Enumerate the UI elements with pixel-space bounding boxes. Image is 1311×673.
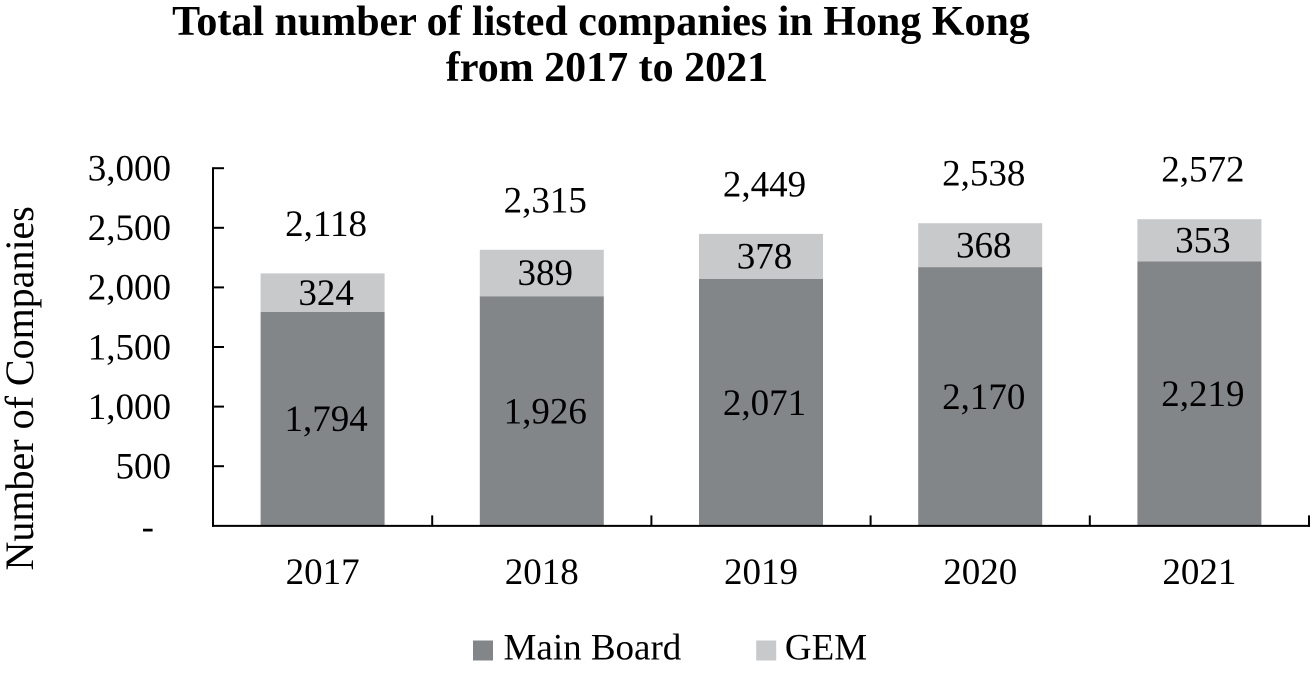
svg-text:2021: 2021 — [1162, 552, 1236, 593]
svg-text:1,794: 1,794 — [284, 399, 367, 440]
svg-text:1,000: 1,000 — [88, 387, 171, 428]
svg-text:2,538: 2,538 — [942, 154, 1025, 195]
svg-text:-: - — [142, 507, 154, 548]
svg-text:1,500: 1,500 — [88, 327, 171, 368]
svg-text:378: 378 — [737, 237, 793, 278]
svg-text:Main Board: Main Board — [504, 628, 682, 669]
svg-text:Total number of listed compani: Total number of listed companies in Hong… — [172, 0, 1030, 45]
svg-text:1,926: 1,926 — [504, 391, 587, 432]
svg-text:from 2017 to 2021: from 2017 to 2021 — [446, 45, 768, 91]
svg-text:353: 353 — [1175, 221, 1231, 262]
svg-text:500: 500 — [116, 447, 172, 488]
svg-text:2020: 2020 — [943, 552, 1017, 593]
svg-text:2,500: 2,500 — [88, 208, 171, 249]
svg-text:3,000: 3,000 — [88, 149, 171, 190]
svg-text:2,449: 2,449 — [723, 164, 806, 205]
svg-text:368: 368 — [956, 225, 1012, 266]
svg-text:2,170: 2,170 — [942, 377, 1025, 418]
svg-text:2017: 2017 — [286, 552, 360, 593]
svg-text:2,118: 2,118 — [285, 204, 367, 245]
svg-text:2018: 2018 — [505, 552, 579, 593]
svg-text:2,315: 2,315 — [504, 180, 587, 221]
svg-text:2019: 2019 — [724, 552, 798, 593]
svg-text:2,071: 2,071 — [723, 383, 806, 424]
svg-text:Number of Companies: Number of Companies — [0, 206, 42, 570]
svg-text:GEM: GEM — [785, 628, 867, 669]
svg-text:2,572: 2,572 — [1161, 150, 1244, 191]
svg-text:324: 324 — [298, 273, 354, 314]
svg-text:2,000: 2,000 — [88, 268, 171, 309]
svg-text:2,219: 2,219 — [1161, 374, 1244, 415]
svg-text:389: 389 — [518, 253, 574, 294]
